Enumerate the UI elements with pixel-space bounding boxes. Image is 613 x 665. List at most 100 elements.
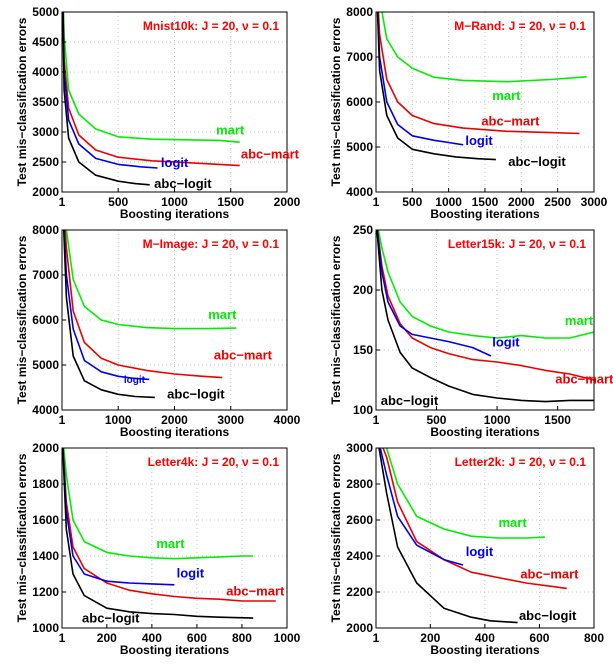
series-label-logit: logit — [124, 375, 146, 386]
series-label-abc-logit: abc−logit — [154, 176, 212, 191]
x-tick-label: 500 — [426, 413, 446, 427]
x-tick-label: 1000 — [161, 195, 188, 209]
y-tick-label: 2000 — [32, 441, 59, 455]
y-tick-label: 3500 — [32, 95, 59, 109]
x-tick-label: 1 — [373, 631, 380, 645]
x-tick-label: 400 — [142, 631, 162, 645]
x-tick-label: 3000 — [581, 195, 608, 209]
y-tick-label: 5000 — [32, 358, 59, 372]
x-tick-label: 1500 — [217, 195, 244, 209]
x-tick-label: 1000 — [484, 413, 511, 427]
series-group — [62, 230, 237, 399]
series-line-abc-logit — [376, 12, 496, 161]
series-line-mart — [65, 230, 237, 330]
series-label-logit: logit — [466, 544, 494, 559]
series-label-logit: logit — [161, 155, 189, 170]
series-line-logit — [376, 12, 464, 146]
y-tick-label: 6000 — [32, 313, 59, 327]
chart-panel-6: 1 200 400 600 800 2000 2200 2400 2600 2800 3000 Boo… — [329, 441, 604, 657]
series-label-mart: mart — [492, 88, 521, 103]
y-axis-label: Test mis−classification errors — [329, 17, 343, 186]
y-axis-label: Test mis−classification errors — [15, 453, 29, 622]
series-group — [378, 448, 567, 624]
series-group — [62, 12, 240, 186]
x-tick-label: 500 — [108, 195, 128, 209]
y-tick-label: 2000 — [346, 621, 373, 635]
series-label-abc-mart: abc−mart — [226, 584, 285, 599]
x-tick-label: 600 — [529, 631, 549, 645]
series-line-abc-mart — [64, 230, 223, 379]
series-label-abc-mart: abc−mart — [481, 113, 540, 128]
x-tick-label: 1000 — [435, 195, 462, 209]
x-tick-label: 4000 — [274, 413, 301, 427]
panel-title: M−Image: J = 20, ν = 0.1 — [143, 237, 280, 251]
chart-panel-3: 1 1000 2000 3000 4000 4000 5000 6000 7000 8000 Boo… — [15, 223, 301, 439]
y-tick-label: 6000 — [346, 95, 373, 109]
series-line-logit — [62, 12, 158, 169]
series-line-abc-logit — [378, 448, 518, 624]
series-label-abc-logit: abc−logit — [82, 611, 140, 626]
y-tick-label: 250 — [353, 223, 373, 237]
series-line-logit — [62, 448, 175, 586]
y-tick-label: 1800 — [32, 477, 59, 491]
series-label-abc-mart: abc−mart — [555, 372, 613, 387]
y-tick-label: 7000 — [346, 50, 373, 64]
x-tick-label: 1500 — [472, 195, 499, 209]
series-label-abc-logit: abc−logit — [519, 608, 577, 623]
series-line-abc-logit — [376, 230, 594, 403]
x-tick-label: 500 — [402, 195, 422, 209]
x-tick-label: 200 — [420, 631, 440, 645]
series-label-abc-logit: abc−logit — [167, 386, 225, 401]
series-label-abc-logit: abc−logit — [381, 393, 439, 408]
series-label-mart: mart — [156, 536, 185, 551]
y-tick-label: 1000 — [32, 621, 59, 635]
series-label-abc-mart: abc−mart — [241, 146, 300, 161]
chart-panel-1: 1 500 1000 1500 2000200025003000350040004500… — [15, 5, 301, 221]
x-tick-label: 1 — [59, 195, 66, 209]
panel-title: Mnist10k: J = 20, ν = 0.1 — [143, 19, 279, 33]
series-line-abc-logit — [62, 12, 150, 186]
panel-title: M−Rand: J = 20, ν = 0.1 — [454, 19, 586, 33]
plot-frame — [61, 447, 288, 629]
y-tick-label: 1400 — [32, 549, 59, 563]
chart-panel-5: 1 200 400 600 800 100010001200140016001800200… — [15, 441, 301, 657]
y-tick-label: 3000 — [346, 441, 373, 455]
x-axis-label: Boosting iterations — [120, 207, 230, 221]
grid-lines — [62, 230, 287, 410]
y-axis-label: Test mis−classification errors — [15, 235, 29, 404]
x-tick-label: 1500 — [544, 413, 571, 427]
series-label-mart: mart — [565, 313, 594, 328]
y-tick-label: 4000 — [346, 185, 373, 199]
series-group — [62, 448, 276, 619]
y-tick-label: 200 — [353, 283, 373, 297]
series-label-mart: mart — [208, 307, 237, 322]
series-label-mart: mart — [499, 515, 528, 530]
y-tick-label: 5000 — [32, 5, 59, 19]
x-tick-label: 800 — [584, 631, 604, 645]
x-axis-label: Boosting iterations — [120, 425, 230, 439]
y-tick-label: 1600 — [32, 513, 59, 527]
series-line-mart — [377, 230, 594, 339]
series-line-logit — [379, 448, 464, 566]
y-tick-label: 2400 — [346, 549, 373, 563]
y-axis-label: Test mis−classification errors — [15, 17, 29, 186]
grid-lines — [376, 448, 594, 628]
series-line-abc-mart — [62, 448, 276, 602]
y-tick-label: 2600 — [346, 513, 373, 527]
y-axis-label: Test mis−classification errors — [329, 235, 343, 404]
series-line-abc-mart — [62, 12, 240, 167]
series-label-abc-logit: abc−logit — [508, 154, 566, 169]
grid-lines — [376, 12, 594, 192]
y-tick-label: 2500 — [32, 155, 59, 169]
series-line-mart — [385, 448, 545, 539]
series-label-mart: mart — [216, 122, 245, 137]
x-tick-label: 2000 — [508, 195, 535, 209]
x-tick-label: 1000 — [105, 413, 132, 427]
series-group — [376, 12, 587, 161]
series-line-mart — [381, 12, 587, 83]
x-tick-label: 2000 — [161, 413, 188, 427]
y-tick-label: 3000 — [32, 125, 59, 139]
y-tick-label: 4500 — [32, 35, 59, 49]
